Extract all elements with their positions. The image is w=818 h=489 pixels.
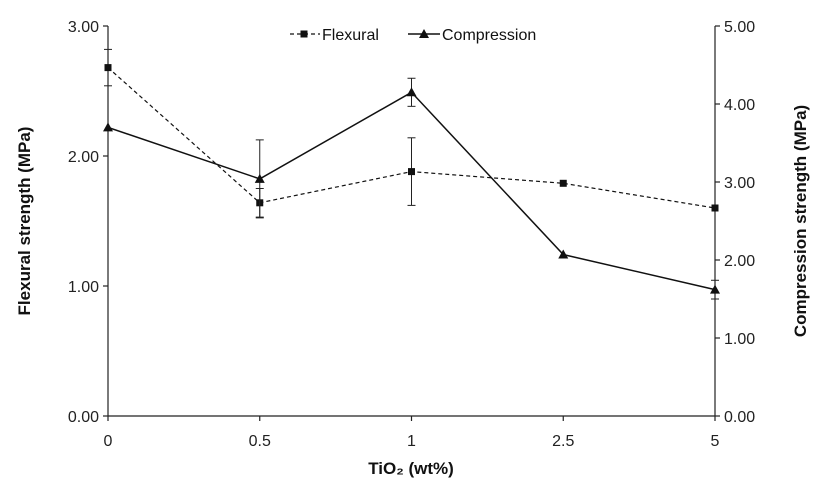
- left-axis-ticks: 0.00 1.00 2.00 3.00: [68, 19, 108, 426]
- right-tick-label: 3.00: [724, 175, 755, 192]
- y-axis-title-right: Compression strength (MPa): [791, 105, 810, 337]
- left-tick-label: 0.00: [68, 409, 99, 426]
- compression-point: [710, 284, 720, 294]
- flexural-point: [711, 204, 719, 212]
- compression-point: [558, 249, 569, 259]
- left-tick-label: 2.00: [68, 149, 99, 166]
- right-axis-ticks: 0.00 1.00 2.00 3.00 4.00 5.00: [715, 19, 755, 426]
- y-axis-title-left: Flexural strength (MPa): [15, 127, 34, 316]
- left-tick-label: 1.00: [68, 279, 99, 296]
- x-axis-ticks: 0 0.5 1 2.5 5: [104, 416, 720, 450]
- flexural-point: [559, 179, 567, 187]
- right-tick-label: 0.00: [724, 409, 755, 426]
- right-tick-label: 1.00: [724, 331, 755, 348]
- compression-point: [254, 173, 265, 183]
- x-tick-label: 1: [407, 433, 416, 450]
- x-tick-label: 2.5: [552, 433, 574, 450]
- flexural-point: [408, 168, 415, 176]
- legend-compression-label: Compression: [442, 27, 536, 44]
- left-tick-label: 3.00: [68, 19, 99, 36]
- legend-flexural-label: Flexural: [322, 27, 379, 44]
- right-tick-label: 2.00: [724, 253, 755, 270]
- compression-point: [406, 87, 417, 97]
- x-axis-title: TiO₂ (wt%): [368, 459, 454, 478]
- legend-flexural-marker: [300, 30, 308, 38]
- right-tick-label: 5.00: [724, 19, 755, 36]
- series-layer: [103, 48, 720, 300]
- flexural-point: [104, 64, 112, 72]
- x-tick-label: 5: [711, 433, 720, 450]
- legend-compression-marker: [419, 29, 429, 38]
- compression-point: [103, 122, 113, 132]
- right-tick-label: 4.00: [724, 97, 755, 114]
- x-tick-label: 0.5: [249, 433, 271, 450]
- x-tick-label: 0: [104, 433, 113, 450]
- legend: Flexural Compression: [290, 27, 536, 44]
